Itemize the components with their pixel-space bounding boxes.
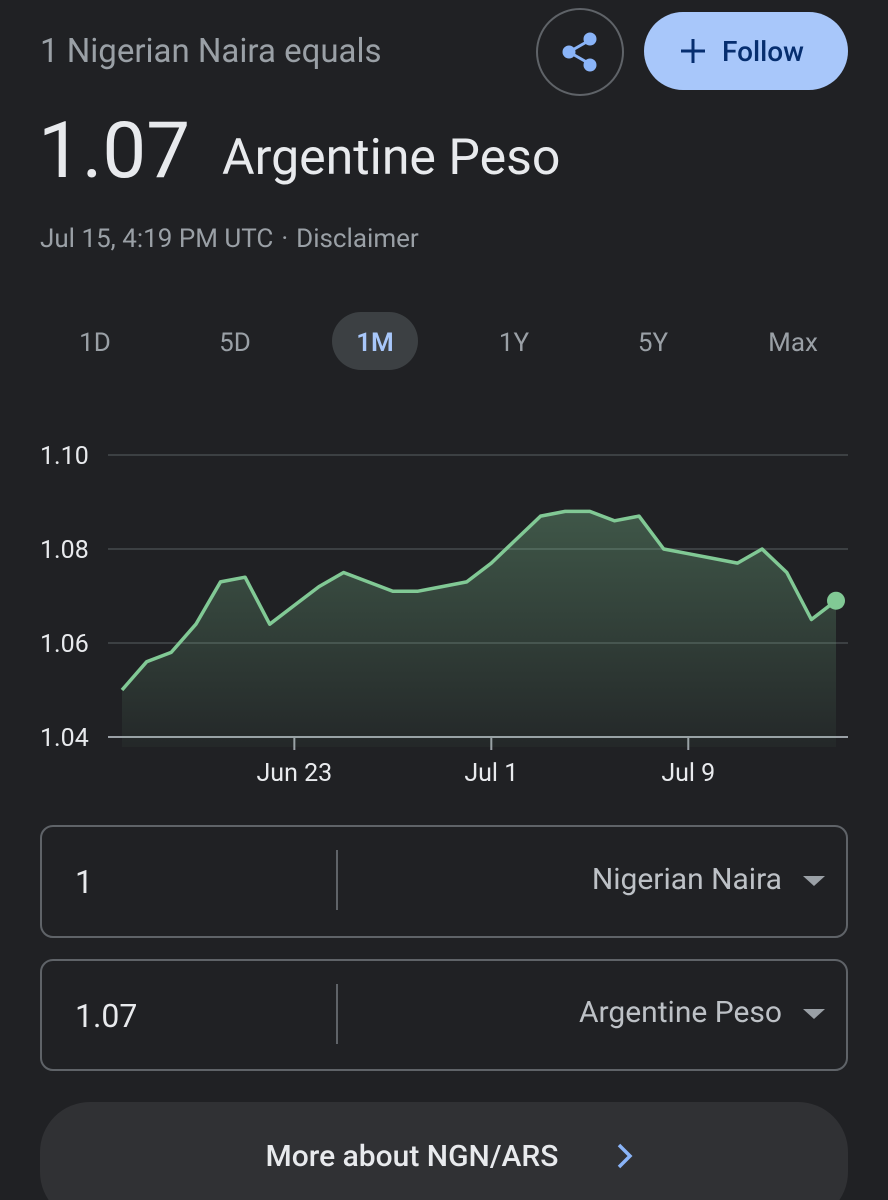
follow-label: Follow	[722, 35, 804, 68]
x-tick-label: Jun 23	[257, 759, 333, 788]
more-bg	[40, 1102, 848, 1200]
share-button[interactable]	[536, 8, 624, 96]
follow-button[interactable]: Follow	[644, 12, 848, 90]
end-point	[827, 591, 845, 610]
dropdown-arrow	[803, 876, 825, 886]
amount-input[interactable]: 1.07	[75, 997, 137, 1035]
share-icon	[562, 32, 597, 72]
rate-currency: Argentine Peso	[222, 129, 560, 187]
y-tick-label: 1.06	[40, 630, 89, 659]
dropdown-arrow	[803, 1009, 825, 1019]
chevron	[617, 1143, 633, 1169]
plus-icon	[681, 39, 705, 63]
subtitle: 1 Nigerian Naira equals	[40, 32, 382, 71]
timestamp-line: Jul 15, 4:19 PM UTC · Disclaimer	[40, 224, 419, 254]
input-box	[40, 825, 848, 938]
rate-amount: 1.07	[38, 106, 190, 197]
range-tab[interactable]: 1Y	[499, 328, 530, 358]
more-label: More about NGN/ARS	[266, 1139, 559, 1174]
x-tick-label: Jul 1	[464, 759, 518, 788]
disclaimer[interactable]: Disclaimer	[296, 224, 419, 254]
amount-input[interactable]: 1	[75, 863, 93, 901]
range-tabs: 1D 5D 1M 1Y 5Y Max	[79, 312, 818, 370]
share-outline	[536, 8, 624, 96]
range-tab[interactable]: 1M	[356, 328, 394, 358]
y-tick-label: 1.04	[40, 724, 89, 753]
x-tick-label: Jul 9	[661, 759, 715, 788]
tab-selected-bg	[332, 312, 418, 370]
follow-bg	[644, 12, 848, 90]
input-box	[40, 959, 848, 1071]
more-button[interactable]: More about NGN/ARS	[40, 1102, 848, 1200]
currency-select[interactable]: Nigerian Naira	[592, 862, 782, 897]
chart: 1.04 1.06 1.08 1.10 Jun 23 Jul 1 Jul 9	[40, 442, 848, 788]
range-tab[interactable]: 5D	[219, 328, 251, 358]
converter-from: 1 Nigerian Naira	[40, 825, 848, 938]
line	[120, 509, 838, 692]
range-tab[interactable]: 5Y	[638, 328, 669, 358]
range-tab[interactable]: 1D	[79, 328, 111, 358]
converter-to: 1.07 Argentine Peso	[40, 959, 848, 1071]
separator: ·	[281, 224, 288, 254]
y-tick-label: 1.08	[40, 536, 89, 565]
timestamp: Jul 15, 4:19 PM UTC	[40, 224, 273, 254]
range-tab[interactable]: Max	[768, 328, 818, 358]
currency-select[interactable]: Argentine Peso	[579, 995, 782, 1030]
y-tick-label: 1.10	[40, 442, 89, 471]
area	[122, 511, 836, 747]
